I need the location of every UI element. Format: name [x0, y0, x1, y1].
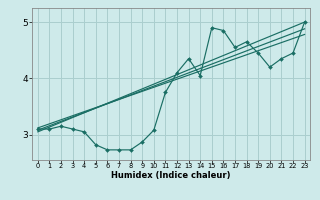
X-axis label: Humidex (Indice chaleur): Humidex (Indice chaleur)	[111, 171, 231, 180]
